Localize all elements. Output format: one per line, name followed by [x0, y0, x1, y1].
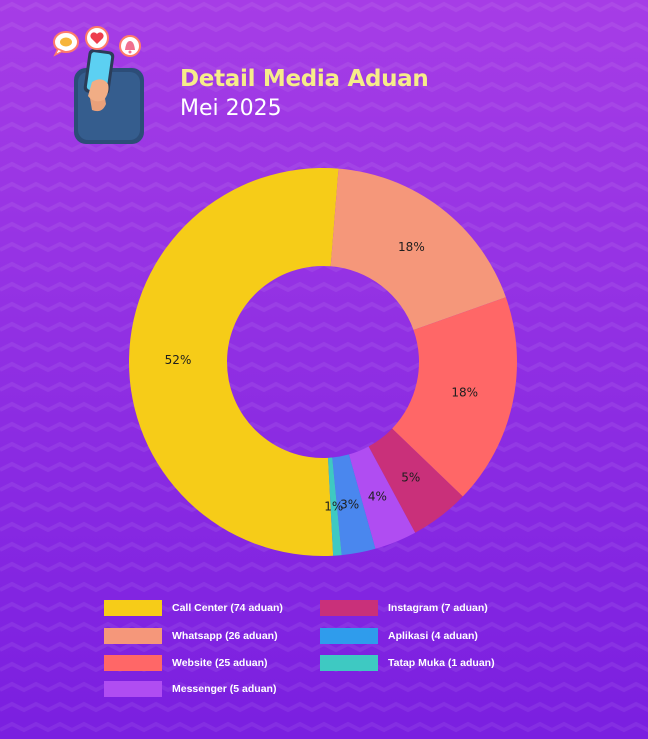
legend-item-aplikasi: Aplikasi (4 aduan) [320, 628, 478, 644]
background-zigzag-line [0, 701, 648, 713]
donut-data-label: 52% [165, 353, 192, 367]
donut-slice-tatap-muka [328, 457, 342, 556]
legend-item-whatsapp: Whatsapp (26 aduan) [104, 628, 278, 644]
heart-bubble-icon [85, 26, 109, 50]
legend-label: Instagram (7 aduan) [388, 602, 488, 614]
background-zigzag-line [0, 581, 648, 593]
chat-bubble-icon [53, 31, 79, 57]
legend-label: Tatap Muka (1 aduan) [388, 657, 495, 669]
background-zigzag-line [0, 421, 648, 433]
legend-swatch [104, 681, 162, 697]
legend-item-messenger: Messenger (5 aduan) [104, 681, 276, 697]
background-zigzag-line [0, 141, 648, 153]
background-zigzag-line [0, 561, 648, 573]
phone-in-hand-icon [74, 49, 144, 144]
donut-data-label: 18% [398, 240, 425, 254]
legend-item-website: Website (25 aduan) [104, 655, 268, 671]
legend-swatch [104, 655, 162, 671]
donut-slice-messenger [348, 446, 416, 549]
legend-swatch [104, 600, 162, 616]
donut-slice-aplikasi [332, 454, 376, 556]
background-zigzag-line [0, 21, 648, 33]
page-title: Detail Media Aduan [180, 66, 429, 92]
donut-data-label: 18% [451, 386, 478, 400]
background-zigzag-line [0, 401, 648, 413]
legend-swatch [104, 628, 162, 644]
legend-swatch [320, 600, 378, 616]
legend-label: Whatsapp (26 aduan) [172, 630, 278, 642]
donut-slice-call-center [128, 168, 339, 556]
legend-item-instagram: Instagram (7 aduan) [320, 600, 488, 616]
donut-data-label: 4% [368, 489, 387, 503]
page-subtitle: Mei 2025 [180, 96, 282, 121]
legend-swatch [320, 655, 378, 671]
background-zigzag-line [0, 41, 648, 53]
donut-data-label: 3% [340, 498, 359, 512]
background-zigzag-line [0, 1, 648, 13]
donut-data-label: 1% [324, 500, 343, 514]
chart-legend: Call Center (74 aduan) Whatsapp (26 adua… [104, 598, 544, 708]
background-zigzag-line [0, 381, 648, 393]
phone-hand-illustration [53, 26, 144, 144]
background-zigzag-line [0, 301, 648, 313]
legend-label: Aplikasi (4 aduan) [388, 630, 478, 642]
legend-label: Call Center (74 aduan) [172, 602, 283, 614]
background-zigzag-line [0, 341, 648, 353]
background-zigzag-line [0, 281, 648, 293]
background-zigzag-line [0, 721, 648, 733]
donut-slice-website [392, 297, 517, 497]
legend-label: Website (25 aduan) [172, 657, 268, 669]
legend-swatch [320, 628, 378, 644]
legend-label: Messenger (5 aduan) [172, 683, 277, 695]
background-zigzag-line [0, 161, 648, 173]
donut-slice-whatsapp [330, 168, 506, 330]
background-zigzag-line [0, 441, 648, 453]
donut-data-label: 5% [401, 470, 420, 484]
background-zigzag-line [0, 361, 648, 373]
donut-slice-instagram [368, 428, 463, 533]
background-zigzag-line [0, 321, 648, 333]
bell-bubble-icon [119, 35, 141, 57]
background-zigzag-line [0, 641, 648, 653]
legend-item-call-center: Call Center (74 aduan) [104, 600, 283, 616]
legend-item-tatap-muka: Tatap Muka (1 aduan) [320, 655, 495, 671]
